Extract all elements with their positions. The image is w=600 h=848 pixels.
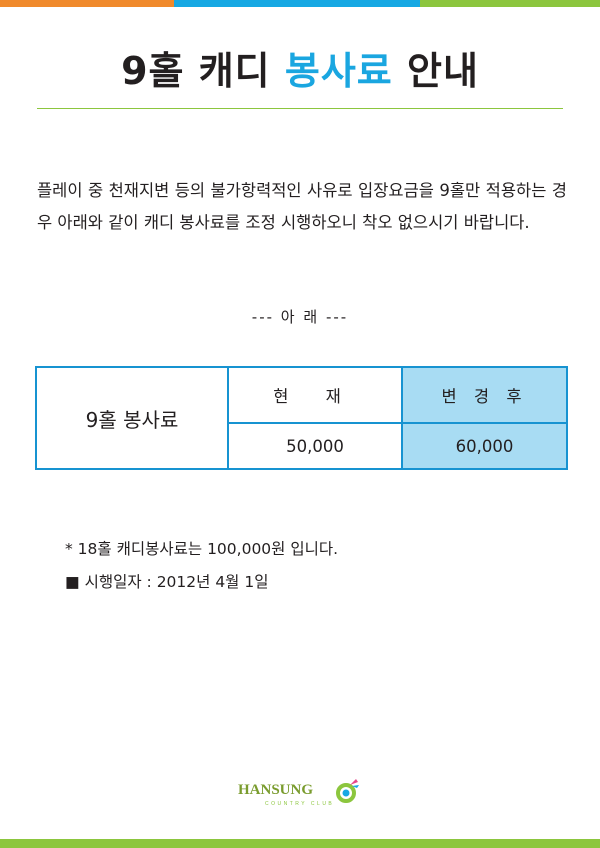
top-bar-green: [420, 0, 600, 7]
page-title: 9홀 캐디 봉사료 안내: [0, 40, 600, 95]
club-logo: HANSUNG COUNTRY CLUB: [238, 776, 363, 810]
footnote-date: ■ 시행일자 : 2012년 4월 1일: [65, 573, 269, 591]
bottom-color-bar: [0, 839, 600, 848]
top-color-bar: [0, 0, 600, 7]
top-bar-blue: [174, 0, 420, 7]
title-part1: 9홀 캐디: [121, 49, 285, 93]
notice-heading: --- 아 래 ---: [251, 308, 349, 326]
logo-sub: COUNTRY CLUB: [265, 801, 335, 807]
logo-name: HANSUNG: [238, 782, 314, 798]
column-after: 변 경 후: [401, 365, 568, 425]
title-part2: 안내: [392, 49, 479, 93]
top-bar-orange: [0, 0, 174, 7]
table-row: 50,000 60,000: [36, 422, 568, 470]
value-after: 60,000: [401, 422, 568, 470]
footnote-fee: * 18홀 캐디봉사료는 100,000원 입니다.: [65, 540, 339, 558]
title-divider: [37, 108, 563, 109]
column-current: 현 재: [227, 365, 403, 425]
fee-table: 9홀 봉사료 현 재 변 경 후 50,000 60,000: [35, 365, 568, 470]
title-accent: 봉사료: [284, 49, 393, 93]
table-row: 9홀 봉사료 현 재 변 경 후: [35, 365, 568, 470]
value-current: 50,000: [227, 422, 403, 470]
notice-body: 플레이 중 천재지변 등의 불가항력적인 사유로 입장요금을 9홀만 적용하는 …: [37, 181, 567, 232]
row-label: 9홀 봉사료: [35, 366, 229, 470]
hansung-emblem-icon: [336, 779, 359, 803]
